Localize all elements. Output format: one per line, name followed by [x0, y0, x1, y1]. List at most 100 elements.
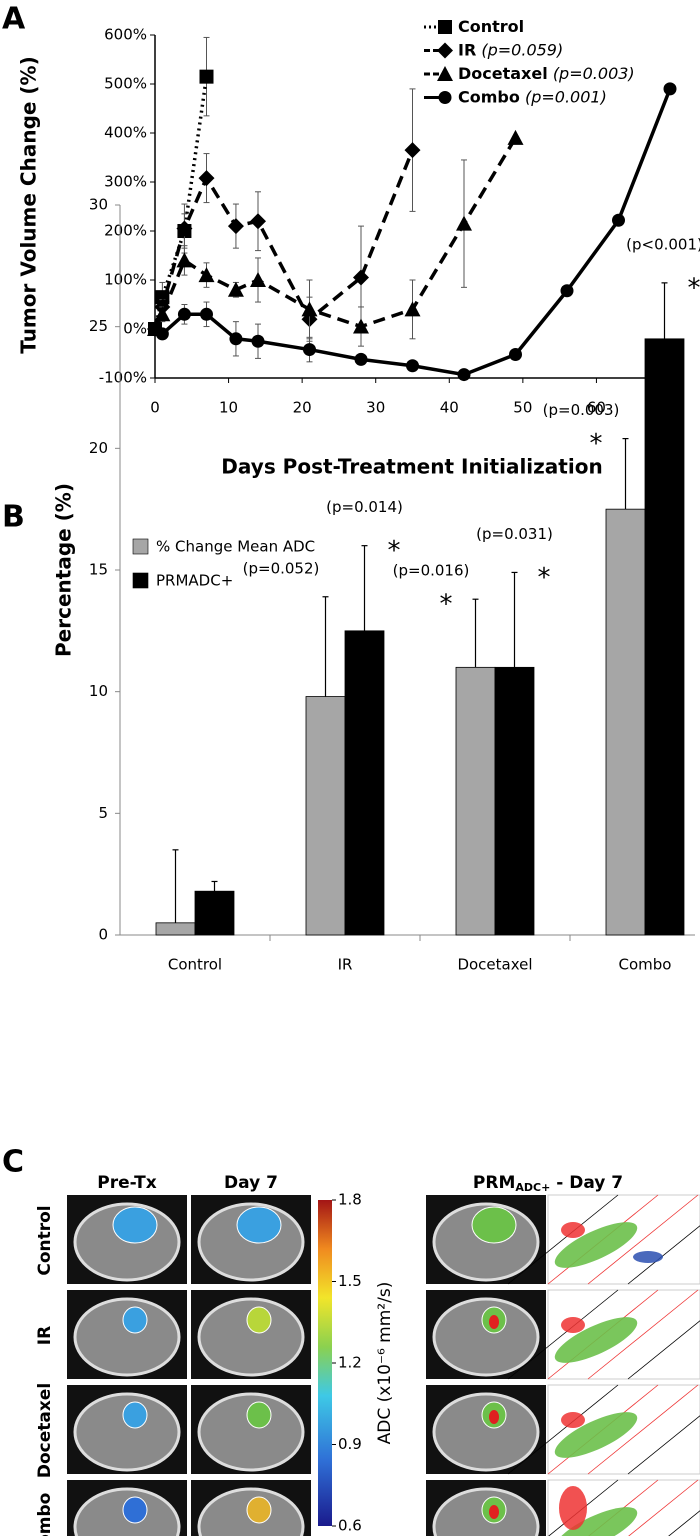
marker — [251, 334, 265, 348]
marker — [612, 213, 625, 227]
marker — [229, 332, 243, 346]
marker — [200, 307, 213, 321]
x-tick-label: 40 — [440, 399, 459, 417]
mri-tissue — [197, 1297, 305, 1377]
tumor-region — [246, 1496, 272, 1524]
threshold-line — [548, 1479, 619, 1536]
significance-star: * — [590, 429, 603, 459]
mri-tissue — [432, 1392, 540, 1472]
error-bar — [661, 282, 668, 339]
x-tick-label: 30 — [366, 399, 385, 417]
scatter-cloud — [554, 1507, 638, 1536]
bar — [344, 630, 385, 936]
x-tick-label: Control — [168, 956, 222, 974]
p-value-label: (p=0.016) — [393, 562, 470, 580]
legend-name: IR — [458, 40, 476, 59]
marker — [353, 318, 369, 334]
legend-marker — [437, 66, 453, 81]
x-tick-label: 10 — [219, 399, 238, 417]
tumor-region — [112, 1206, 158, 1244]
legend-label: Combo (p=0.001) — [458, 87, 607, 106]
y-tick-label: 300% — [104, 173, 147, 191]
x-tick-label: Combo — [619, 956, 672, 974]
legend-label: Docetaxel (p=0.003) — [458, 64, 635, 83]
tumor-region — [122, 1401, 148, 1429]
row-label: Control — [35, 1205, 55, 1275]
threshold-line — [507, 1289, 619, 1380]
x-tick-label: 60 — [587, 399, 606, 417]
y-tick-label: 500% — [104, 75, 147, 93]
error-bar — [622, 438, 629, 510]
legend-name: Combo — [458, 87, 520, 106]
significance-star: * — [440, 590, 453, 620]
x-axis-label: Days Post-Treatment Initialization — [221, 455, 602, 479]
marker — [507, 129, 524, 145]
scatter-cloud — [554, 1412, 638, 1458]
tumor-region — [236, 1206, 282, 1244]
marker — [354, 352, 368, 366]
error-bar — [211, 880, 218, 892]
column-header: Pre-Tx — [97, 1173, 157, 1193]
threshold-line — [628, 1479, 699, 1536]
y-tick-label: 400% — [104, 124, 147, 142]
row-label: IR — [35, 1326, 55, 1345]
p-value-label: (p=0.052) — [243, 559, 320, 577]
marker — [457, 368, 471, 382]
threshold-line — [507, 1384, 619, 1475]
marker — [250, 213, 266, 230]
significance-star: * — [538, 563, 551, 593]
y-axis-label: Percentage (%) — [52, 483, 76, 657]
colorbar-tick-label: 1.8 — [338, 1191, 362, 1209]
tumor-region — [122, 1496, 148, 1524]
error-bar — [322, 596, 329, 697]
marker — [198, 170, 215, 187]
y-tick-label: 10 — [89, 682, 108, 700]
marker — [404, 301, 421, 317]
tumor-region — [246, 1401, 272, 1429]
y-axis-label: Tumor Volume Change (%) — [17, 56, 41, 354]
marker — [155, 327, 169, 341]
marker — [177, 307, 191, 321]
y-tick-label: 25 — [89, 317, 108, 335]
tumor-region — [122, 1306, 148, 1334]
tumor-region — [246, 1306, 272, 1334]
error-bar — [361, 545, 368, 631]
legend-swatch — [132, 538, 149, 555]
marker — [509, 347, 522, 361]
error-bar — [172, 849, 179, 923]
threshold-line — [507, 1194, 619, 1285]
legend-annotation: (p=0.059) — [481, 40, 563, 59]
scatter-cloud — [633, 1251, 663, 1263]
marker — [227, 218, 244, 235]
y-tick-label: 600% — [104, 26, 147, 44]
tumor-region — [489, 1315, 499, 1329]
panel-label: C — [2, 1145, 24, 1180]
row-label: Docetaxel — [35, 1383, 55, 1478]
error-bar — [511, 571, 518, 668]
scatter-cloud — [559, 1486, 587, 1530]
bar — [155, 922, 196, 936]
threshold-line — [587, 1289, 699, 1380]
p-value-label: (p=0.003) — [543, 401, 620, 419]
row-label: Combo — [35, 1493, 55, 1536]
scatter-cloud — [561, 1412, 585, 1428]
colorbar-tick-label: 1.5 — [338, 1272, 362, 1290]
legend-annotation: (p=0.003) — [553, 64, 635, 83]
marker — [176, 220, 193, 237]
column-header: Day 7 — [224, 1173, 278, 1193]
legend-label: PRMADC+ — [156, 572, 233, 590]
x-tick-label: IR — [338, 956, 353, 974]
header-main: PRM — [473, 1173, 515, 1193]
panel-label: A — [2, 2, 26, 37]
y-tick-label: 5 — [98, 804, 108, 822]
p-value-label: (p=0.014) — [326, 498, 403, 516]
marker — [198, 267, 215, 283]
y-tick-label: 30 — [89, 196, 108, 214]
y-tick-label: 200% — [104, 222, 147, 240]
bar — [605, 508, 646, 936]
image-panel — [67, 1194, 700, 1536]
x-tick-label: 20 — [293, 399, 312, 417]
marker — [353, 269, 369, 286]
legend-label: Control — [458, 17, 524, 36]
